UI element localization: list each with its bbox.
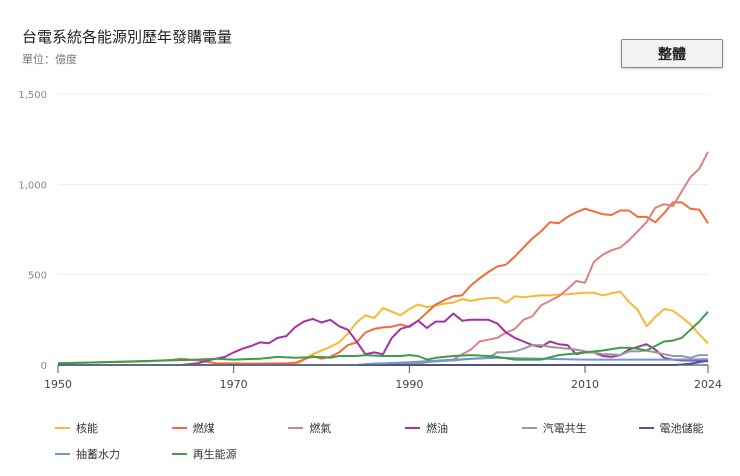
legend-item[interactable]: 電池儲能 xyxy=(638,420,704,436)
legend-label: 電池儲能 xyxy=(659,422,704,435)
series-line-0 xyxy=(58,290,709,366)
legend-item[interactable]: 再生能源 xyxy=(171,446,237,462)
y-tick-label: 1,500 xyxy=(18,90,47,101)
legend-item[interactable]: 核能 xyxy=(55,420,98,436)
legend-label: 核能 xyxy=(76,422,98,435)
legend-label: 燃氣 xyxy=(309,422,332,435)
legend-swatch xyxy=(521,427,537,429)
legend-label: 汽電共生 xyxy=(542,422,587,435)
x-tick-label: 1990 xyxy=(395,378,423,391)
series-line-1 xyxy=(57,201,709,365)
y-tick-label: 1,000 xyxy=(18,180,47,191)
legend-item[interactable]: 燃煤 xyxy=(171,420,215,436)
legend-swatch xyxy=(171,427,187,429)
y-tick-label: 500 xyxy=(28,271,47,282)
legend-item[interactable]: 燃油 xyxy=(405,420,448,436)
overall-view-button[interactable]: 整體 xyxy=(621,39,723,68)
chart-title: 台電系統各能源別歷年發購電量 xyxy=(22,28,233,46)
legend-swatch xyxy=(55,427,70,429)
legend-label: 再生能源 xyxy=(192,448,237,461)
x-tick-label: 2024 xyxy=(694,378,722,391)
series-line-7 xyxy=(57,311,709,365)
series-line-2 xyxy=(409,151,709,366)
x-tick-label: 1970 xyxy=(220,378,248,391)
legend-item[interactable]: 汽電共生 xyxy=(521,420,587,436)
unit-label: 單位：億度 xyxy=(22,53,77,66)
legend-swatch xyxy=(55,453,70,455)
legend-label: 燃油 xyxy=(426,422,449,435)
legend-swatch xyxy=(405,427,421,429)
y-tick-label: 0 xyxy=(41,361,47,372)
legend-label: 抽蓄水力 xyxy=(76,448,120,461)
legend-label: 燃煤 xyxy=(192,422,215,435)
legend-swatch xyxy=(638,427,654,429)
legend-item[interactable]: 燃氣 xyxy=(288,420,331,436)
legend-swatch xyxy=(288,427,304,429)
x-tick-label: 1950 xyxy=(44,378,72,391)
legend-item[interactable]: 抽蓄水力 xyxy=(55,446,120,462)
legend-swatch xyxy=(171,453,187,455)
x-tick-label: 2010 xyxy=(571,378,599,391)
